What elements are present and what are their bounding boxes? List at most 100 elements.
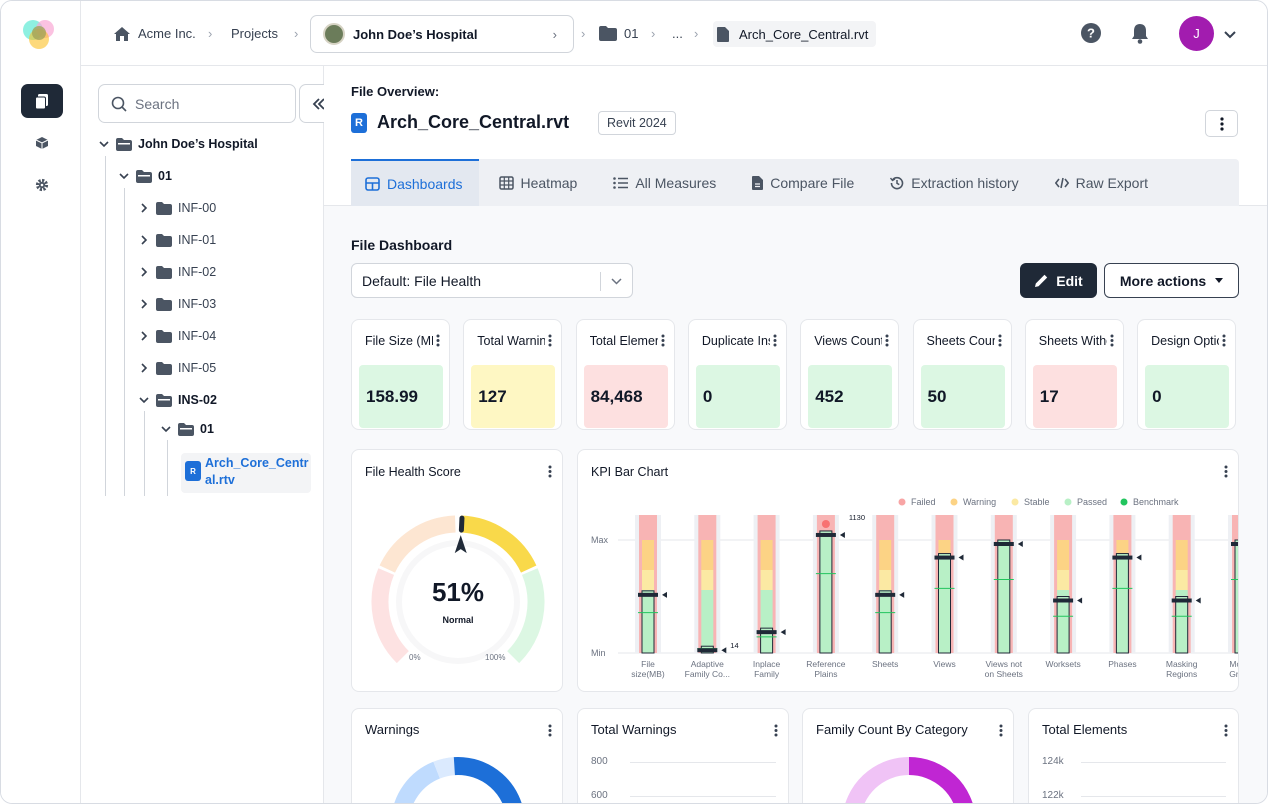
kebab-icon[interactable] xyxy=(998,334,1002,347)
kpi-marker-arrow xyxy=(1195,597,1201,604)
folder-icon xyxy=(156,361,172,375)
donut-slice xyxy=(908,757,973,803)
tree-node-ins-child[interactable]: 01 xyxy=(159,419,214,439)
x-axis-label: Masking xyxy=(1166,659,1198,669)
kpi-band-stable xyxy=(1057,570,1070,590)
gauge-segment-failed xyxy=(371,568,410,664)
kebab-icon[interactable] xyxy=(1224,465,1228,478)
kebab-icon[interactable] xyxy=(436,334,440,347)
tab-heatmap[interactable]: Heatmap xyxy=(479,159,594,206)
tab-compare-file[interactable]: Compare File xyxy=(732,159,870,206)
kebab-icon[interactable] xyxy=(1222,334,1226,347)
user-avatar[interactable]: J xyxy=(1179,16,1214,51)
chevron-right-icon xyxy=(141,267,148,277)
kebab-icon[interactable] xyxy=(999,724,1003,737)
kebab-icon[interactable] xyxy=(773,334,777,347)
tree-node-ins-02[interactable]: INS-02 xyxy=(137,390,217,410)
kpi-value-bar xyxy=(819,530,833,654)
tree-node-project[interactable]: John Doe’s Hospital xyxy=(97,134,258,154)
breadcrumb-org[interactable]: Acme Inc. xyxy=(113,1,196,66)
tree-search-input[interactable]: Search xyxy=(98,84,296,123)
x-axis-label: Family xyxy=(754,669,780,679)
project-name: John Doe’s Hospital xyxy=(353,26,478,42)
app-logo[interactable] xyxy=(19,15,59,53)
kebab-icon[interactable] xyxy=(1110,334,1114,347)
kebab-icon[interactable] xyxy=(548,334,552,347)
health-gauge xyxy=(371,515,545,664)
file-title-text: Arch_Core_Central.rvt xyxy=(377,112,570,132)
models-nav-button[interactable] xyxy=(21,126,63,160)
notifications-button[interactable] xyxy=(1131,23,1149,47)
file-icon xyxy=(717,26,729,42)
card-title: Total Warnings xyxy=(591,722,677,737)
kpi-band-warning xyxy=(1175,540,1188,570)
edit-dashboard-button[interactable]: Edit xyxy=(1020,263,1097,298)
file-options-button[interactable] xyxy=(1205,110,1238,137)
file-health-card: File Health Score 51% Normal 0% 100% xyxy=(351,449,563,692)
x-axis-label: Views xyxy=(933,659,956,669)
failed-point xyxy=(821,520,830,528)
tree-file-label: Arch_Core_Central.rtv xyxy=(205,456,309,487)
project-selector[interactable]: John Doe’s Hospital › xyxy=(310,15,574,53)
tree-node-inf-00[interactable]: INF-00 xyxy=(137,198,216,218)
tree-node-label: INF-01 xyxy=(178,233,217,247)
tab-all-measures[interactable]: All Measures xyxy=(593,159,732,206)
tree-node-inf-04[interactable]: INF-04 xyxy=(137,326,216,346)
x-axis-label: Adaptive xyxy=(691,659,724,669)
user-menu-toggle[interactable] xyxy=(1224,27,1236,42)
breadcrumb-file[interactable]: Arch_Core_Central.rvt xyxy=(713,21,877,47)
files-nav-button[interactable] xyxy=(21,84,63,118)
kebab-icon[interactable] xyxy=(774,724,778,737)
bottom-card: Family Count By Category xyxy=(802,708,1014,803)
tab-raw-export[interactable]: Raw Export xyxy=(1035,159,1164,206)
tree-node-folder[interactable]: 01 xyxy=(117,166,172,186)
dashboard-grid-icon xyxy=(365,176,380,191)
breadcrumb-projects[interactable]: Projects xyxy=(231,1,278,66)
settings-nav-button[interactable] xyxy=(21,168,63,202)
tab-label: Extraction history xyxy=(911,174,1019,191)
kpi-card: Sheets Without Views 17 xyxy=(1024,319,1124,430)
more-actions-button[interactable]: More actions xyxy=(1104,263,1239,298)
dashboard-title: File Dashboard xyxy=(351,237,453,253)
tree-node-inf-03[interactable]: INF-03 xyxy=(137,294,216,314)
y-axis-max-label: Max xyxy=(591,535,609,545)
kpi-marker xyxy=(1053,598,1074,603)
kebab-icon[interactable] xyxy=(1224,724,1228,737)
chevron-down-icon xyxy=(99,141,109,148)
gauge-segment-warning xyxy=(379,515,456,573)
kebab-icon[interactable] xyxy=(885,334,889,347)
gauge-min-label: 0% xyxy=(409,653,421,662)
annotation-label: 1130 xyxy=(849,513,865,522)
legend-marker xyxy=(898,498,906,506)
breadcrumb-folder[interactable]: 01 xyxy=(599,1,638,66)
tree-node-inf-02[interactable]: INF-02 xyxy=(137,262,216,282)
kpi-card: Total Elements 84,468 xyxy=(575,319,675,430)
gridline xyxy=(1081,796,1226,797)
folder-open-icon xyxy=(136,169,152,183)
tree-node-inf-05[interactable]: INF-05 xyxy=(137,358,216,378)
kpi-card: Views Count 452 xyxy=(800,319,900,430)
kpi-band-stable xyxy=(1175,570,1188,590)
kpi-marker xyxy=(993,542,1014,546)
breadcrumb-ellipsis[interactable]: ... xyxy=(672,1,683,66)
kebab-icon[interactable] xyxy=(548,465,552,478)
kebab-icon[interactable] xyxy=(661,334,665,347)
kpi-marker xyxy=(697,648,718,653)
tree-file-node[interactable]: R Arch_Core_Central.rtv xyxy=(181,453,311,493)
double-chevron-left-icon xyxy=(312,97,325,110)
tree-node-inf-01[interactable]: INF-01 xyxy=(137,230,216,250)
cube-icon xyxy=(35,137,49,149)
x-axis-label: Sheets xyxy=(872,659,898,669)
tab-dashboards[interactable]: Dashboards xyxy=(351,159,479,206)
caret-down-icon xyxy=(1215,278,1224,283)
kpi-marker xyxy=(756,630,777,635)
kebab-icon[interactable] xyxy=(548,724,552,737)
tab-extraction-history[interactable]: Extraction history xyxy=(870,159,1034,206)
kpi-marker-arrow xyxy=(721,647,727,654)
donut-chart xyxy=(394,757,522,803)
kpi-value: 0 xyxy=(695,365,780,428)
tab-label: Dashboards xyxy=(387,175,463,192)
dashboard-select[interactable]: Default: File Health xyxy=(351,263,633,298)
help-button[interactable]: ? xyxy=(1081,23,1101,46)
dashboard-selected-value: Default: File Health xyxy=(362,272,482,289)
